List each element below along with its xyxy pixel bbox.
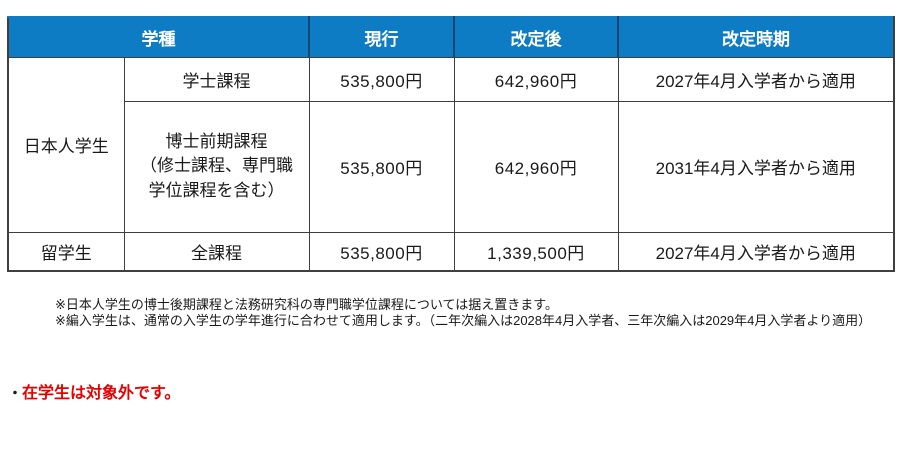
- enrolled-students-note-text: 在学生は対象外です。: [22, 385, 181, 402]
- cell-current-fee: 535,800円: [308, 100, 455, 233]
- table-row-bachelor: 日本人学生 学士課程 535,800円 642,960円 2027年4月入学者か…: [7, 56, 895, 233]
- cell-current-fee: 535,800円: [308, 231, 455, 272]
- tuition-revision-table: 学種 現行 改定後 改定時期 日本人学生 学士課程 535,800円 642,9…: [7, 16, 895, 272]
- cell-revised-fee: 642,960円: [453, 56, 619, 102]
- cell-category-international: 留学生: [7, 231, 125, 272]
- footnotes: ※日本人学生の博士後期課程と法務研究科の専門職学位課程については据え置きます。 …: [55, 297, 871, 329]
- cell-revised-fee: 642,960円: [453, 100, 619, 233]
- bullet-point: ・: [8, 385, 22, 401]
- cell-timing: 2027年4月入学者から適用: [617, 56, 895, 102]
- table-header-row: 学種 現行 改定後 改定時期: [7, 16, 895, 58]
- header-revised: 改定後: [453, 16, 619, 58]
- cell-category-japanese: 日本人学生: [7, 56, 125, 233]
- header-timing: 改定時期: [617, 16, 895, 58]
- header-current: 現行: [308, 16, 455, 58]
- cell-program-all: 全課程: [123, 231, 310, 272]
- cell-timing: 2031年4月入学者から適用: [617, 100, 895, 233]
- cell-program-bachelor: 学士課程: [123, 56, 310, 102]
- cell-current-fee: 535,800円: [308, 56, 455, 102]
- table-row-masters: 博士前期課程 （修士課程、専門職 学位課程を含む） 535,800円 642,9…: [8, 100, 895, 233]
- header-category: 学種: [7, 16, 310, 58]
- footnote-1: ※日本人学生の博士後期課程と法務研究科の専門職学位課程については据え置きます。: [55, 297, 558, 312]
- enrolled-students-note: ・在学生は対象外です。: [8, 379, 180, 403]
- table-row-international: 留学生 全課程 535,800円 1,339,500円 2027年4月入学者から…: [7, 231, 895, 272]
- footnote-2: ※編入学生は、通常の入学生の学年進行に合わせて適用します。（二年次編入は2028…: [55, 313, 872, 328]
- cell-timing: 2027年4月入学者から適用: [617, 231, 895, 272]
- cell-program-masters: 博士前期課程 （修士課程、専門職 学位課程を含む）: [123, 100, 310, 233]
- cell-revised-fee: 1,339,500円: [453, 231, 619, 272]
